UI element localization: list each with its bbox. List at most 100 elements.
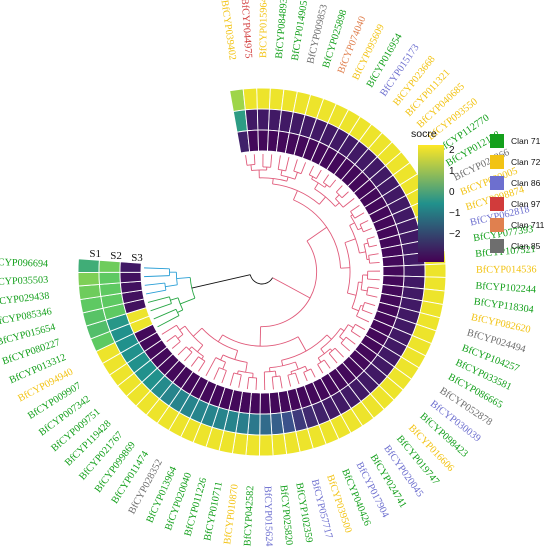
dendrogram-branch xyxy=(184,325,204,346)
dendrogram-branch xyxy=(184,351,193,362)
dendrogram-branch xyxy=(336,191,343,199)
ring-label: S1 xyxy=(89,248,101,260)
dendrogram-branch xyxy=(324,184,327,188)
dendrogram-branch xyxy=(345,336,356,345)
dendrogram-branch xyxy=(367,286,379,289)
dendrogram-branch xyxy=(354,212,365,219)
dendrogram-branch xyxy=(368,253,379,256)
clan-legend-item: Clan 85 xyxy=(490,239,546,253)
gene-label: BfCYP014536 xyxy=(476,264,537,275)
dendrogram-branch xyxy=(369,261,380,264)
dendrogram-branch xyxy=(334,347,344,358)
dendrogram-branch xyxy=(294,172,298,180)
dendrogram-branch xyxy=(308,165,315,176)
ring-labels: S1 S2 S3 xyxy=(89,248,143,264)
dendrogram-branch xyxy=(191,274,251,289)
dendrogram-branch xyxy=(287,372,296,376)
dendrogram-branch xyxy=(363,228,372,233)
dendrogram-branch xyxy=(328,347,336,354)
clan-legend-label: Clan 72 xyxy=(511,157,541,167)
dendrogram-branch xyxy=(190,356,199,367)
heatmap-cell xyxy=(77,271,100,287)
clan-legend-item: Clan 97 xyxy=(490,197,546,211)
gene-label: BfCYP039402 xyxy=(218,0,237,61)
dendrogram-branch xyxy=(251,169,267,171)
dendrogram-branch xyxy=(290,365,306,373)
dendrogram-branch xyxy=(185,346,193,353)
ring-label: S3 xyxy=(131,252,143,264)
dendrogram-branch xyxy=(317,364,324,374)
dendrogram-branch xyxy=(315,169,322,179)
dendrogram-branch xyxy=(245,362,248,373)
heatmap-cell xyxy=(256,87,271,110)
ring-label: S2 xyxy=(110,250,122,262)
dendrogram-branch xyxy=(286,176,289,182)
clan-legend-label: Clan 71 xyxy=(511,136,541,146)
dendrogram-branch xyxy=(150,303,172,312)
heatmap-cell xyxy=(78,283,102,301)
clan-legend-label: Clan 86 xyxy=(511,178,541,188)
heatmap-cell xyxy=(382,265,405,277)
dendrogram-branch xyxy=(342,198,355,208)
dendrogram-branch xyxy=(290,371,293,375)
dendrogram-branch xyxy=(359,251,366,254)
dendrogram-branch xyxy=(166,334,176,343)
dendrogram-branch xyxy=(293,170,302,175)
dendrogram-branch xyxy=(323,359,331,369)
dendrogram-branch xyxy=(350,205,360,212)
dendrogram-branch xyxy=(310,368,316,378)
dendrogram-branch xyxy=(147,296,170,303)
dendrogram-branch xyxy=(344,238,356,244)
dendrogram-branch xyxy=(357,227,362,231)
dendrogram-branch xyxy=(320,328,341,350)
dendrogram-branch xyxy=(326,334,332,340)
dendrogram-branch xyxy=(288,285,311,299)
dendrogram-branch xyxy=(349,222,355,226)
dendrogram-branch xyxy=(177,309,183,313)
dendrogram-branch xyxy=(270,154,273,168)
heatmap-cell xyxy=(244,108,259,132)
dendrogram-branch xyxy=(217,334,224,342)
clan-swatch xyxy=(490,197,504,211)
gene-label: BfCYP084893 xyxy=(274,0,290,59)
dendrogram-branch xyxy=(279,375,283,389)
clan-legend-item: Clan 711 xyxy=(490,218,546,232)
heatmap-cell xyxy=(403,264,426,278)
dendrogram-branch xyxy=(177,334,184,339)
dendrogram-branch xyxy=(339,336,344,341)
dendrogram-branch xyxy=(164,282,167,291)
dendrogram-branch xyxy=(340,327,345,332)
dendrogram-branch xyxy=(221,370,227,384)
dendrogram-branch xyxy=(144,282,165,286)
clan-legend-label: Clan 85 xyxy=(511,241,541,251)
clan-legend-label: Clan 97 xyxy=(511,199,541,209)
dendrogram-branch xyxy=(348,324,354,329)
dendrogram-branch xyxy=(293,159,298,172)
heatmap-cell xyxy=(270,412,285,436)
dendrogram-branch xyxy=(191,346,204,357)
dendrogram-branch xyxy=(176,277,191,279)
dendrogram-branch xyxy=(335,194,340,199)
dendrogram-branch xyxy=(293,190,298,201)
dendrogram-branch xyxy=(188,346,193,350)
clan-legend-item: Clan 71 xyxy=(490,134,546,148)
colorbar-tick: −2 xyxy=(449,229,461,240)
heatmap-cell xyxy=(98,271,121,285)
heatmap-cell xyxy=(119,271,142,284)
dendrogram-branch xyxy=(170,297,179,301)
dendrogram-branch xyxy=(272,178,274,185)
dendrogram-branch xyxy=(250,164,252,171)
legend-title: socre xyxy=(411,128,437,140)
dendrogram-branch xyxy=(350,214,353,217)
dendrogram-branch xyxy=(364,302,376,307)
dendrogram-branch xyxy=(144,275,170,278)
dendrogram-branch xyxy=(360,304,364,307)
heatmap-rings xyxy=(77,87,447,457)
dendrogram-branch xyxy=(322,174,330,183)
dendrogram-branch xyxy=(329,179,337,188)
gene-label: BfCYP044975 xyxy=(239,0,254,59)
dendrogram-branch xyxy=(336,185,343,193)
gene-label: BfCYP042582 xyxy=(242,485,256,546)
dendrogram-branch xyxy=(361,302,365,311)
dendrogram-branch xyxy=(297,336,307,352)
